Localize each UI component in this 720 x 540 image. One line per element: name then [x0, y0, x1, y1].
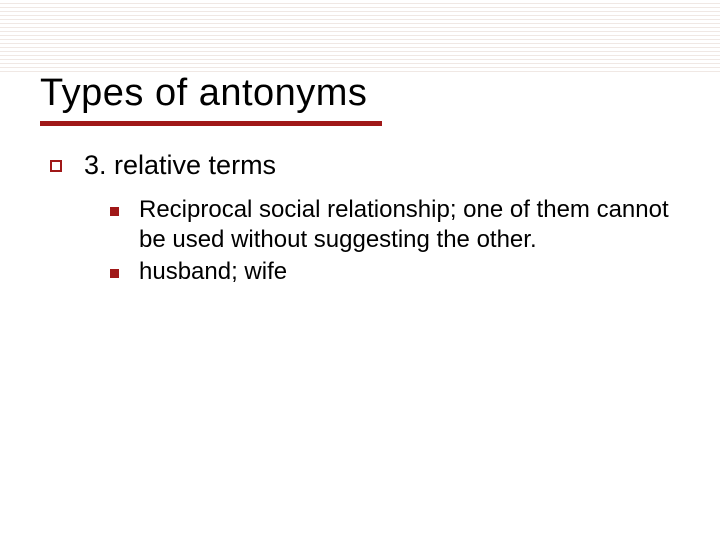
list-item-level2: husband; wife	[110, 257, 680, 287]
slide-title: Types of antonyms	[40, 72, 680, 115]
slide-container: Types of antonyms 3. relative terms Reci…	[0, 0, 720, 540]
bullet-solid-icon	[110, 269, 119, 278]
title-underline	[40, 121, 382, 126]
level2-text: Reciprocal social relationship; one of t…	[139, 195, 669, 255]
level1-text: 3. relative terms	[84, 150, 276, 181]
bullet-solid-icon	[110, 207, 119, 216]
list-item-level1: 3. relative terms	[50, 150, 680, 181]
list-item-level2: Reciprocal social relationship; one of t…	[110, 195, 680, 255]
bullet-outline-icon	[50, 160, 62, 172]
level2-text: husband; wife	[139, 257, 287, 287]
